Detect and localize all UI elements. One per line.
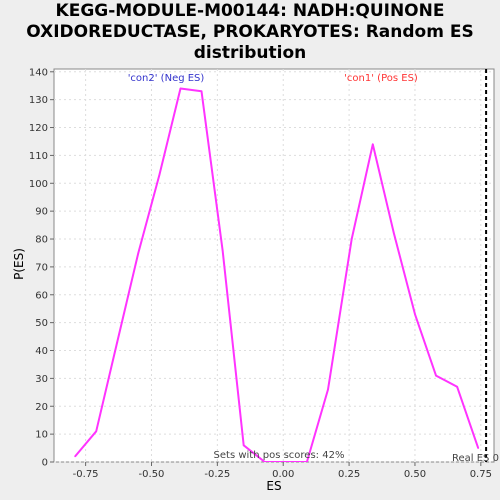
x-tick-label: 0.00: [272, 469, 294, 480]
x-tick-label: -0.25: [204, 469, 230, 480]
x-tick-label: -0.50: [139, 469, 165, 480]
chart-title: KEGG-MODULE-M00144: NADH:QUINONE OXIDORE…: [0, 1, 500, 64]
real-es-label: Real ES 0.77: [452, 453, 500, 464]
y-axis-label: P(ES): [12, 248, 26, 280]
plot-area: [53, 68, 495, 463]
es-data-point: [221, 249, 224, 251]
y-tick-label: 30: [35, 374, 48, 385]
grid-lines: [54, 69, 494, 463]
y-tick-label: 70: [35, 262, 48, 273]
es-data-point: [74, 455, 76, 458]
es-data-point: [179, 87, 182, 90]
es-data-point: [327, 388, 329, 391]
x-tick-label: -0.75: [73, 469, 99, 480]
es-data-point: [116, 341, 119, 343]
series-layer: [74, 87, 480, 462]
y-tick-label: 90: [35, 207, 48, 218]
es-data-point: [285, 461, 287, 462]
es-data-point: [242, 444, 245, 447]
y-tick-label: 10: [35, 430, 48, 441]
es-data-point: [435, 374, 437, 377]
es-data-point: [263, 461, 266, 462]
es-data-point: [95, 430, 97, 433]
pos-es-label: 'con1' (Pos ES): [344, 73, 418, 84]
chart-title-line-3: distribution: [193, 43, 307, 63]
x-tick-label: 0.25: [338, 469, 360, 480]
y-axis: 0 10 20 30 40 50 60 70 80 90 100 110 120 130 140: [29, 67, 54, 469]
es-data-point: [414, 313, 416, 316]
y-tick-label: 110: [29, 151, 48, 162]
y-tick-label: 100: [29, 179, 48, 190]
es-data-point: [393, 232, 395, 235]
y-tick-label: 60: [35, 290, 48, 301]
x-axis-label: ES: [266, 479, 281, 493]
x-tick-label: 0.50: [404, 469, 426, 480]
chart-title-line-2: OXIDOREDUCTASE, PROKARYOTES: Random ES: [26, 22, 474, 42]
es-data-point: [200, 90, 203, 93]
pos-scores-label: Sets with pos scores: 42%: [214, 450, 345, 461]
es-data-point: [137, 252, 140, 254]
y-tick-label: 120: [29, 123, 48, 134]
y-tick-label: 0: [42, 458, 48, 469]
y-tick-label: 130: [29, 95, 48, 106]
neg-es-label: 'con2' (Neg ES): [128, 73, 205, 84]
y-tick-label: 50: [35, 318, 48, 329]
y-tick-label: 140: [29, 67, 48, 78]
chart-title-line-1: KEGG-MODULE-M00144: NADH:QUINONE: [55, 1, 445, 21]
es-data-point: [477, 447, 479, 449]
es-data-point: [350, 238, 353, 240]
y-tick-label: 40: [35, 346, 48, 357]
y-tick-label: 80: [35, 235, 48, 246]
es-data-point: [372, 143, 374, 146]
x-tick-label: 0.75: [470, 469, 492, 480]
x-axis: -0.75 -0.50 -0.25 0.00 0.25 0.50 0.75: [73, 462, 492, 480]
es-distribution-line: [74, 87, 480, 462]
y-tick-label: 20: [35, 402, 48, 413]
es-data-point: [456, 385, 458, 388]
es-data-point: [306, 461, 308, 462]
es-data-point: [158, 174, 161, 176]
